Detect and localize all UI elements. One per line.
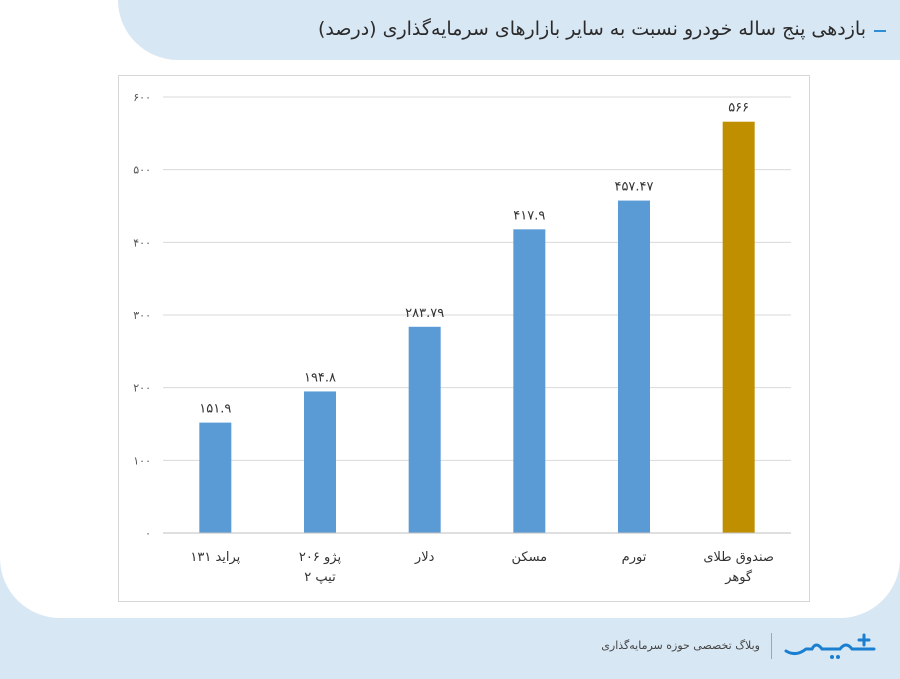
- category-label: صندوق طلای گوهر: [703, 550, 774, 585]
- bar: [408, 326, 441, 533]
- y-tick-label: ۰: [145, 527, 151, 540]
- footer: وبلاگ تخصصی حوزه سرمایه‌گذاری: [558, 625, 878, 665]
- footer-divider: [771, 633, 772, 659]
- footer-tagline: وبلاگ تخصصی حوزه سرمایه‌گذاری: [601, 639, 760, 652]
- category-label: دلار: [414, 550, 435, 565]
- bar: [513, 229, 546, 534]
- title-accent-dash: [874, 30, 886, 32]
- brand-logo: [784, 633, 876, 659]
- category-label: پژو ۲۰۶ تیپ ۲: [299, 550, 342, 585]
- category-label: تورم: [622, 550, 647, 565]
- chart-frame: ۰ ۱۰۰ ۲۰۰ ۳۰۰ ۴۰۰ ۵۰۰ ۶۰۰ ۱۵۱.۹ پراید ۱۳۱ ۱۹۴.۸ پژ…: [118, 75, 810, 602]
- data-label: ۴۵۷.۴۷: [614, 180, 653, 195]
- page-title: بازدهی پنج ساله خودرو نسبت به سایر بازار…: [318, 18, 866, 40]
- title-bar: بازدهی پنج ساله خودرو نسبت به سایر بازار…: [118, 0, 900, 60]
- data-label: ۵۶۶: [728, 101, 749, 116]
- y-tick-label: ۴۰۰: [133, 236, 151, 249]
- category-label: پراید ۱۳۱: [190, 550, 240, 565]
- bar: [722, 121, 755, 533]
- bar: [618, 200, 650, 533]
- y-tick-label: ۶۰۰: [133, 91, 151, 104]
- data-label: ۴۱۷.۹: [513, 208, 545, 223]
- data-label: ۱۹۴.۸: [304, 370, 336, 385]
- bar: [199, 422, 232, 533]
- category-label: مسکن: [512, 550, 548, 565]
- y-tick-label: ۲۰۰: [133, 382, 151, 395]
- y-tick-label: ۳۰۰: [133, 309, 151, 322]
- data-label: ۲۸۳.۷۹: [405, 306, 444, 321]
- data-label: ۱۵۱.۹: [199, 402, 231, 417]
- y-tick-label: ۵۰۰: [133, 164, 151, 177]
- y-tick-label: ۱۰۰: [133, 454, 151, 467]
- bar: [304, 391, 336, 533]
- bar-chart: ۰ ۱۰۰ ۲۰۰ ۳۰۰ ۴۰۰ ۵۰۰ ۶۰۰ ۱۵۱.۹ پراید ۱۳۱ ۱۹۴.۸ پژ…: [133, 91, 791, 585]
